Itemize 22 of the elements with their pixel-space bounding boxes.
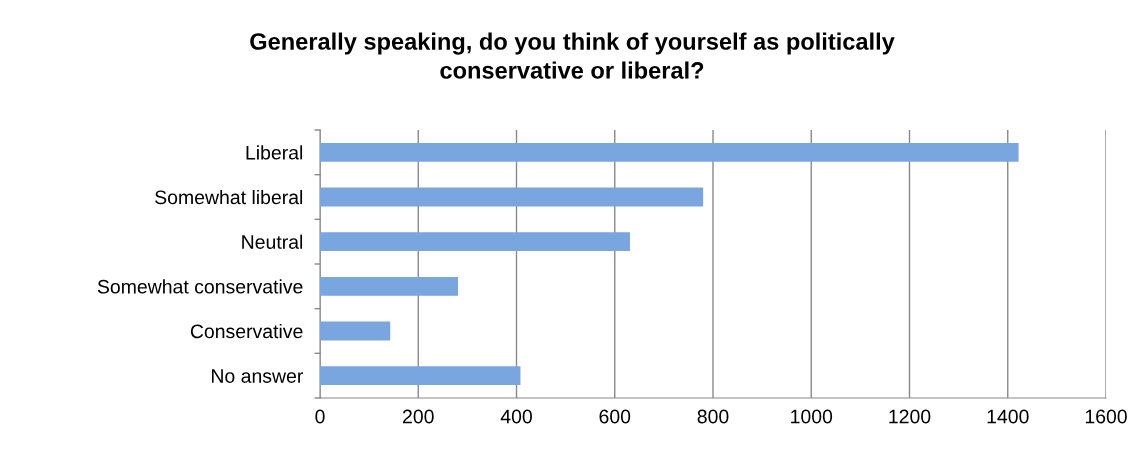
x-tick-label: 1000 [791,409,833,424]
bar [320,187,704,207]
bar [320,321,391,341]
x-tick-label: 1400 [987,409,1029,424]
y-tick-label: Somewhat conservative [97,279,303,294]
y-tick-label: Neutral [242,234,303,249]
y-tick-label: No answer [211,369,304,383]
bar [320,142,1019,162]
y-tick-label: Liberal [246,145,303,160]
y-tick-label: Somewhat liberal [155,189,303,205]
bar [320,366,521,386]
x-tick-label: 200 [403,409,434,424]
x-tick-label: 0 [315,409,325,424]
bar [320,232,630,252]
x-tick-label: 600 [599,409,631,424]
x-tick-label: 800 [697,409,729,424]
y-tick-label: Conservative [190,323,303,339]
chart-title: Generally speaking, do you think of yourself as politically conservative or liberal? [250,32,895,79]
x-tick-label: 1200 [889,409,931,424]
x-tick-label: 400 [500,409,532,424]
x-tick-label: 1600 [1085,409,1127,424]
bar [320,276,459,296]
